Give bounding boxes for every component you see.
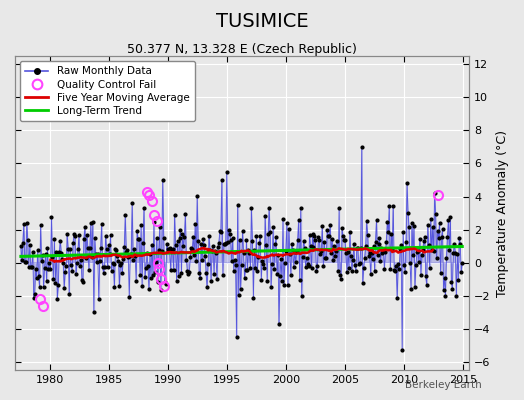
Text: Berkeley Earth: Berkeley Earth [406,380,482,390]
Text: TUSIMICE: TUSIMICE [216,12,308,31]
Legend: Raw Monthly Data, Quality Control Fail, Five Year Moving Average, Long-Term Tren: Raw Monthly Data, Quality Control Fail, … [20,61,194,121]
Title: 50.377 N, 13.328 E (Czech Republic): 50.377 N, 13.328 E (Czech Republic) [127,43,357,56]
Y-axis label: Temperature Anomaly (°C): Temperature Anomaly (°C) [496,130,509,296]
